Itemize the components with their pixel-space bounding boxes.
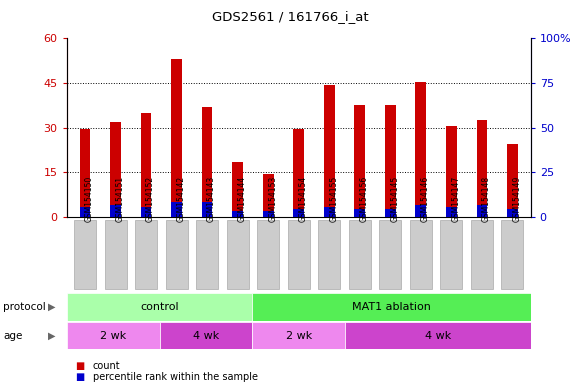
Text: count: count: [93, 361, 121, 371]
FancyBboxPatch shape: [379, 220, 401, 289]
Text: ▶: ▶: [49, 302, 56, 312]
FancyBboxPatch shape: [227, 220, 249, 289]
Text: percentile rank within the sample: percentile rank within the sample: [93, 372, 258, 382]
Text: GSM154143: GSM154143: [207, 175, 216, 222]
FancyBboxPatch shape: [166, 220, 187, 289]
Bar: [385, 105, 396, 217]
Bar: [160, 322, 252, 349]
Bar: [507, 144, 518, 217]
Bar: [252, 293, 531, 321]
FancyBboxPatch shape: [349, 220, 371, 289]
Bar: [446, 126, 456, 217]
Bar: [415, 205, 426, 217]
Text: GSM154142: GSM154142: [176, 175, 186, 222]
Bar: [171, 59, 182, 217]
Bar: [141, 207, 151, 217]
Text: control: control: [140, 302, 179, 312]
FancyBboxPatch shape: [288, 220, 310, 289]
FancyBboxPatch shape: [74, 220, 96, 289]
FancyBboxPatch shape: [135, 220, 157, 289]
Text: GSM154155: GSM154155: [329, 175, 338, 222]
FancyBboxPatch shape: [318, 220, 340, 289]
Bar: [263, 211, 274, 217]
Bar: [233, 211, 243, 217]
Bar: [477, 120, 487, 217]
Text: GSM154152: GSM154152: [146, 175, 155, 222]
FancyBboxPatch shape: [196, 220, 218, 289]
Text: GSM154156: GSM154156: [360, 175, 369, 222]
Bar: [110, 205, 121, 217]
Bar: [252, 322, 345, 349]
FancyBboxPatch shape: [471, 220, 493, 289]
Text: GSM154146: GSM154146: [421, 175, 430, 222]
Text: age: age: [3, 331, 22, 341]
FancyBboxPatch shape: [501, 220, 523, 289]
Text: GSM154149: GSM154149: [512, 175, 521, 222]
FancyBboxPatch shape: [440, 220, 462, 289]
Bar: [67, 322, 160, 349]
Bar: [79, 207, 90, 217]
Text: GSM154151: GSM154151: [115, 175, 125, 222]
Bar: [202, 202, 212, 217]
Text: 2 wk: 2 wk: [285, 331, 312, 341]
FancyBboxPatch shape: [104, 220, 126, 289]
Bar: [446, 207, 456, 217]
Text: ▶: ▶: [49, 331, 56, 341]
Bar: [354, 209, 365, 217]
Bar: [79, 129, 90, 217]
Bar: [263, 174, 274, 217]
Bar: [293, 209, 304, 217]
Bar: [233, 162, 243, 217]
Bar: [110, 122, 121, 217]
Text: 4 wk: 4 wk: [425, 331, 451, 341]
Bar: [67, 293, 252, 321]
Text: ■: ■: [75, 372, 85, 382]
Text: 4 wk: 4 wk: [193, 331, 219, 341]
Bar: [385, 209, 396, 217]
Bar: [324, 207, 335, 217]
FancyBboxPatch shape: [410, 220, 432, 289]
Bar: [171, 202, 182, 217]
Bar: [324, 84, 335, 217]
Bar: [345, 322, 531, 349]
Text: ■: ■: [75, 361, 85, 371]
Text: 2 wk: 2 wk: [100, 331, 126, 341]
Bar: [354, 105, 365, 217]
Text: GSM154144: GSM154144: [238, 175, 246, 222]
Text: GSM154153: GSM154153: [268, 175, 277, 222]
Bar: [477, 205, 487, 217]
Text: GSM154145: GSM154145: [390, 175, 399, 222]
Bar: [293, 129, 304, 217]
Text: MAT1 ablation: MAT1 ablation: [352, 302, 431, 312]
Bar: [507, 209, 518, 217]
Text: GSM154147: GSM154147: [451, 175, 461, 222]
Text: GSM154148: GSM154148: [482, 175, 491, 222]
Text: protocol: protocol: [3, 302, 46, 312]
Text: GDS2561 / 161766_i_at: GDS2561 / 161766_i_at: [212, 10, 368, 23]
Text: GSM154154: GSM154154: [299, 175, 308, 222]
Text: GSM154150: GSM154150: [85, 175, 94, 222]
FancyBboxPatch shape: [257, 220, 279, 289]
Bar: [415, 81, 426, 217]
Bar: [141, 113, 151, 217]
Bar: [202, 107, 212, 217]
